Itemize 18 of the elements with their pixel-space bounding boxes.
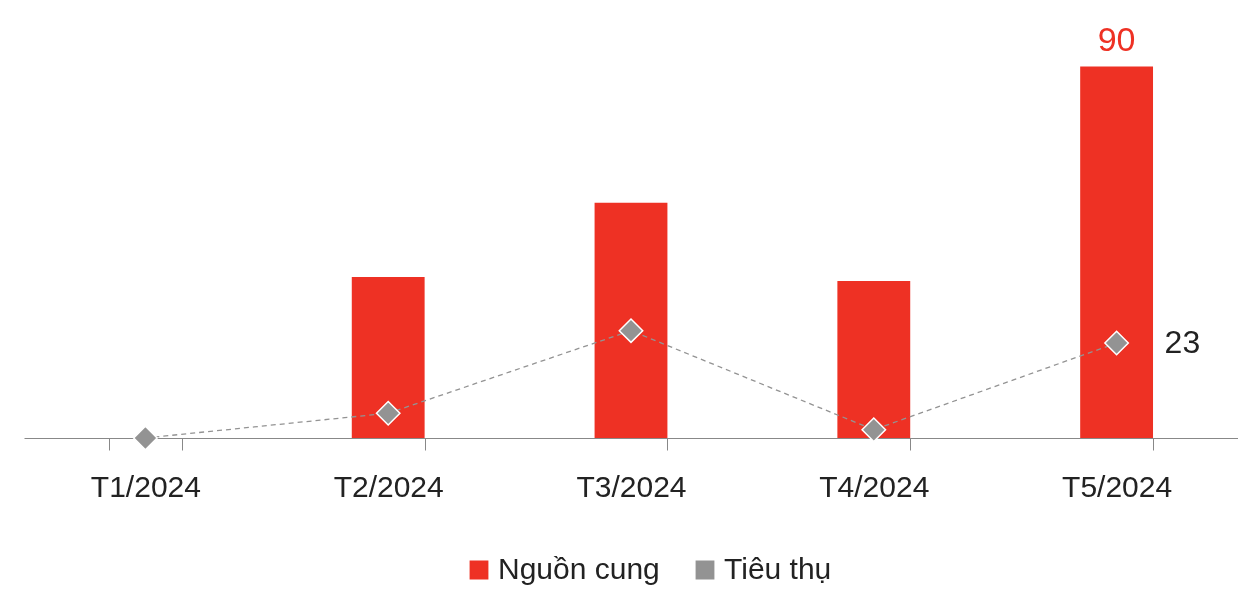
x-tick-label: T5/2024 bbox=[1062, 469, 1173, 503]
data-label: 90 bbox=[1097, 20, 1136, 59]
bar bbox=[594, 202, 668, 438]
point bbox=[132, 425, 158, 451]
data-label: 23 bbox=[1164, 324, 1201, 361]
bar bbox=[837, 281, 911, 438]
legend-label: Tiêu thụ bbox=[724, 552, 832, 585]
x-tick-label: T2/2024 bbox=[333, 469, 444, 503]
x-tick-label: T1/2024 bbox=[90, 469, 201, 503]
legend-label: Nguồn cung bbox=[498, 552, 660, 585]
point bbox=[618, 318, 644, 344]
x-tick-label: T4/2024 bbox=[819, 469, 930, 503]
point bbox=[375, 400, 401, 426]
x-tick-label: T3/2024 bbox=[576, 469, 687, 503]
bar bbox=[351, 276, 425, 438]
point bbox=[861, 417, 887, 443]
point bbox=[1104, 330, 1130, 356]
bar bbox=[1080, 66, 1154, 438]
